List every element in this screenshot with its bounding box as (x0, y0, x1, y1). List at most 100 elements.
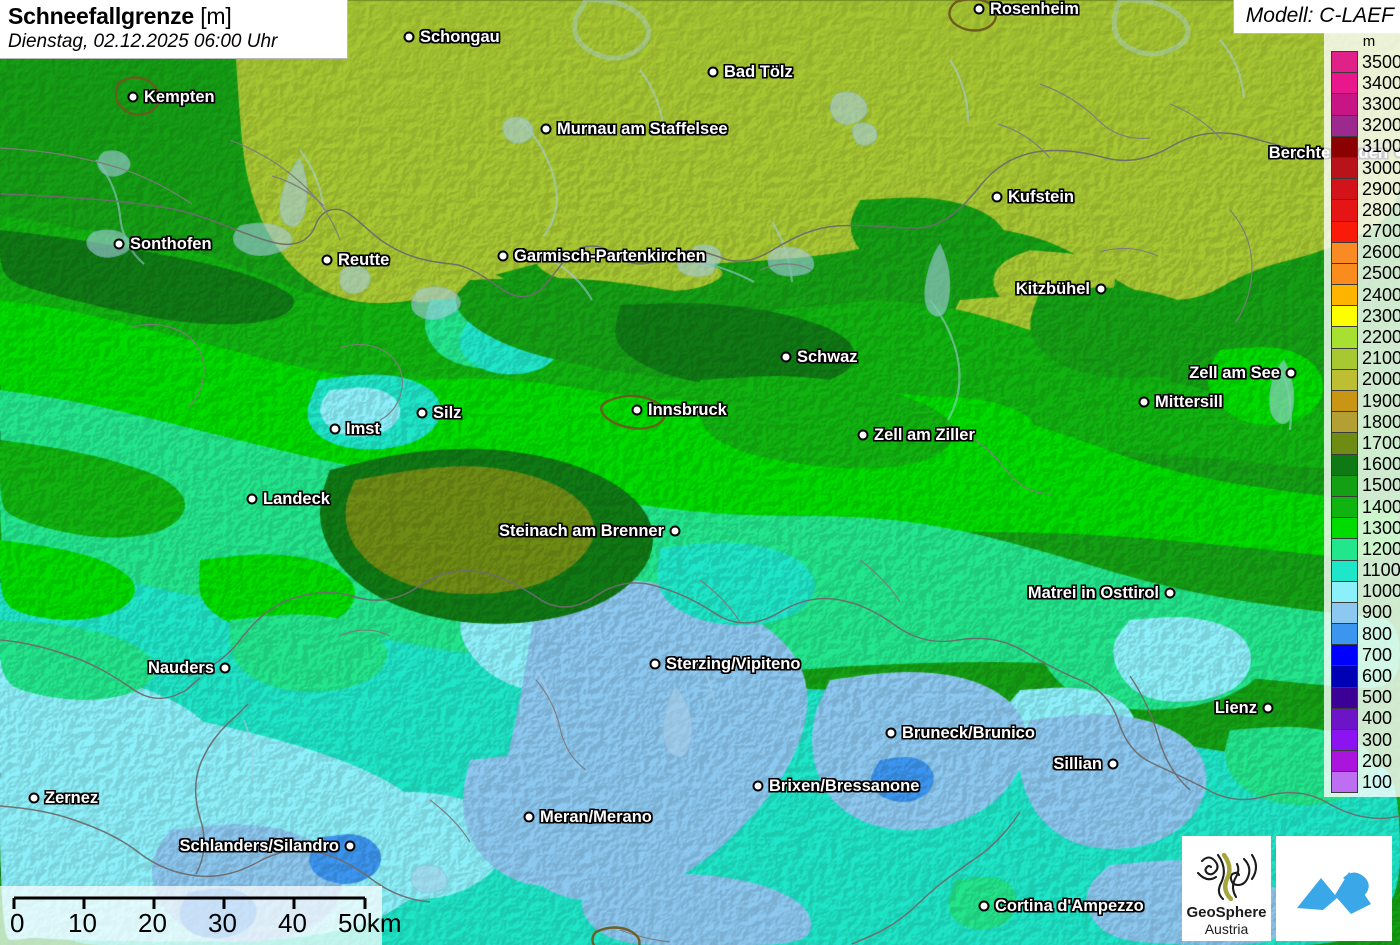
legend-row: 1200 (1324, 538, 1400, 560)
legend-value-label: 900 (1362, 602, 1393, 623)
city-dot-icon (497, 250, 509, 262)
city-name-label: Imst (346, 420, 380, 438)
map-vector-path (1219, 39, 1246, 99)
map-vector-path (535, 679, 587, 771)
map-vector-path (229, 139, 341, 241)
legend-rows: 3500 3400 3300 3200 3100 3000 2900 2800 2700 2600… (1324, 51, 1400, 793)
city-dot-icon (321, 254, 333, 266)
legend-value-label: 1600 (1362, 454, 1400, 475)
city-name-label: Landeck (263, 490, 330, 508)
city-dot-icon (113, 238, 125, 250)
legend-row: 2800 (1324, 199, 1400, 221)
map-vector-path (767, 246, 815, 277)
map-vector-path (0, 639, 201, 699)
scale-bar-tick-label: 50km (338, 908, 402, 938)
map-vector-path (619, 929, 671, 943)
page-title: Schneefallgrenze [m] (8, 3, 339, 30)
scale-bar-tick-label: 40 (278, 908, 307, 938)
legend-color-swatch (1331, 686, 1358, 708)
legend-color-swatch (1331, 517, 1358, 539)
map-vector-path (429, 799, 471, 843)
valid-time: Dienstag, 02.12.2025 06:00 Uhr (8, 31, 278, 52)
map-vector-path (662, 685, 693, 758)
city-name-label: Silz (433, 404, 462, 422)
city-name-label: Schongau (420, 28, 500, 46)
city-dot-icon (1095, 283, 1107, 295)
city-name-label: Steinach am Brenner (498, 522, 664, 540)
legend-value-label: 1000 (1362, 581, 1400, 602)
blue-mountain-chevron-icon (1297, 871, 1371, 914)
city-dot-icon (649, 658, 661, 670)
geosphere-logo-line2: Austria (1204, 920, 1249, 937)
map-vector-path (689, 645, 716, 701)
city-name-label: Schlanders/Silandro (179, 837, 339, 855)
map-vector-path (1129, 675, 1191, 791)
map-vector-path (639, 69, 666, 133)
legend-row: 500 (1324, 686, 1400, 708)
map-vector-path (851, 122, 878, 146)
legend-color-swatch (1331, 93, 1358, 115)
legend-color-swatch (1331, 114, 1358, 136)
legend-color-swatch (1331, 729, 1358, 751)
city-dot-icon (28, 792, 40, 804)
map-vector-path (129, 323, 205, 409)
geosphere-austria-logo: GeoSphere Austria (1182, 836, 1271, 941)
scale-bar-labels: 0 10 20 30 40 50km (0, 908, 402, 945)
legend-value-label: 500 (1362, 687, 1393, 708)
legend-row: 3200 (1324, 114, 1400, 136)
legend-row: 200 (1324, 750, 1400, 772)
city-name-label: Zell am Ziller (874, 426, 975, 444)
legend-value-label: 3200 (1362, 115, 1400, 136)
model-label-box: Modell: C-LAEF (1232, 0, 1400, 34)
legend-row: 1800 (1324, 411, 1400, 433)
map-vector-path (1099, 247, 1159, 257)
map-vector-path (242, 719, 254, 781)
legend-row: 1300 (1324, 517, 1400, 539)
map-vector-path (535, 669, 558, 729)
legend-color-swatch (1331, 750, 1358, 772)
legend-value-label: 300 (1362, 729, 1393, 750)
legend-color-swatch (1331, 368, 1358, 390)
legend-row: 2400 (1324, 284, 1400, 306)
city-name-label: Bad Tölz (724, 63, 793, 81)
city-dot-icon (1138, 396, 1150, 408)
city-name-label: Kitzbühel (1015, 280, 1090, 298)
model-label: Modell: C-LAEF (1245, 4, 1394, 27)
legend-color-swatch (1331, 72, 1358, 94)
city-name-label: Bruneck/Brunico (902, 724, 1035, 742)
map-vector-path (271, 175, 325, 207)
legend-row: 2500 (1324, 262, 1400, 285)
legend-row: 2900 (1324, 178, 1400, 200)
map-vector-path (279, 157, 308, 227)
city-dot-icon (416, 407, 428, 419)
legend-color-swatch (1331, 199, 1358, 221)
geosphere-logo-line1: GeoSphere (1186, 904, 1267, 922)
map-vector-path (411, 286, 461, 320)
map-vector-path (572, 0, 651, 61)
city-dot-icon (344, 840, 356, 852)
legend-value-label: 600 (1362, 666, 1393, 687)
map-title-box: Schneefallgrenze [m] Dienstag, 02.12.202… (0, 0, 348, 59)
legend-value-label: 2500 (1362, 263, 1400, 284)
map-vector-path (959, 429, 1053, 495)
legend-color-swatch (1331, 284, 1358, 306)
city-name-label: Zernez (45, 789, 99, 807)
partner-logo (1276, 836, 1392, 941)
legend-color-swatch (1331, 665, 1358, 687)
city-name-label: Sonthofen (130, 235, 212, 253)
map-vector-path (339, 629, 391, 637)
city-name-label: Zell am See (1189, 364, 1280, 382)
map-vector-path (691, 244, 722, 268)
city-dot-icon (978, 900, 990, 912)
map-vector-path (759, 263, 813, 271)
city-name-label: Cortina d'Ampezzo (995, 897, 1144, 915)
map-vector-path (0, 147, 193, 205)
city-dot-icon (1285, 367, 1297, 379)
legend-row: 3500 (1324, 51, 1400, 73)
city-name-label: Sillian (1053, 755, 1102, 773)
legend-value-label: 1900 (1362, 390, 1400, 411)
scale-bar-tick-label: 30 (208, 908, 237, 938)
map-vector-path (1039, 83, 1151, 139)
legend-color-swatch (1331, 432, 1358, 454)
